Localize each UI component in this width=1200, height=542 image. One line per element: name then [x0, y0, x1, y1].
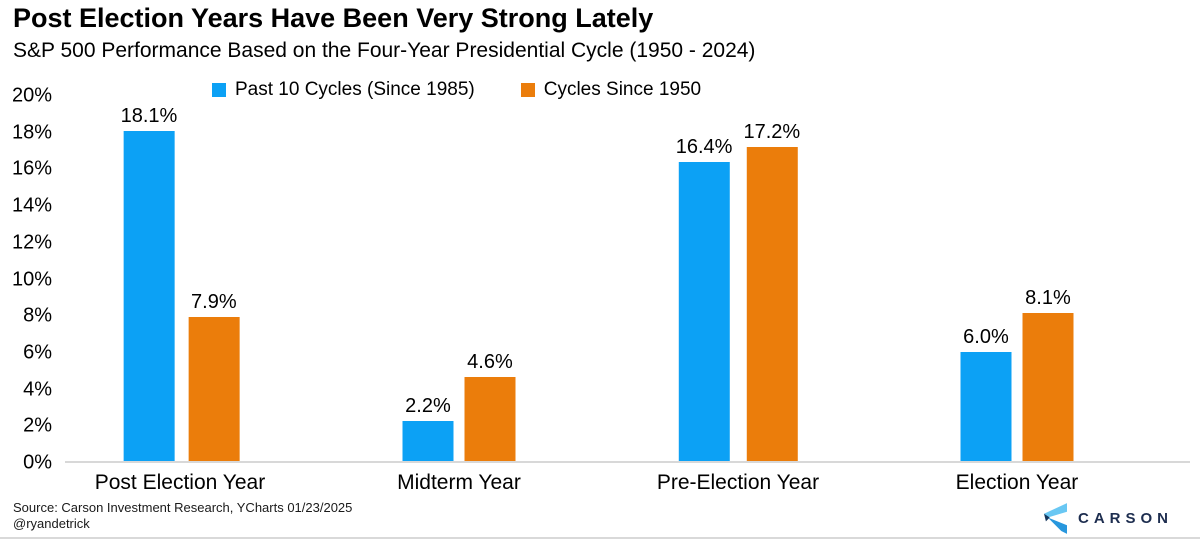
y-axis-tick: 2%: [23, 414, 52, 437]
bar-group-3: 16.4% 17.2%: [676, 96, 800, 461]
y-axis-tick: 14%: [11, 194, 52, 217]
chart-legend: Past 10 Cycles (Since 1985) Cycles Since…: [212, 79, 701, 101]
bar-group-1: 18.1% 7.9%: [121, 96, 240, 461]
bar-wrap: 7.9%: [188, 96, 240, 461]
chart-title: Post Election Years Have Been Very Stron…: [13, 3, 654, 33]
bottom-divider: [0, 537, 1200, 539]
bar-wrap: 4.6%: [464, 96, 516, 461]
y-axis-tick: 6%: [23, 341, 52, 364]
x-axis-label: Midterm Year: [397, 471, 521, 494]
bar: [678, 161, 730, 461]
bar-value-label: 7.9%: [191, 290, 237, 313]
bar-wrap: 6.0%: [960, 96, 1012, 461]
y-axis-tick: 16%: [11, 157, 52, 180]
bar: [402, 420, 454, 461]
bar-value-label: 17.2%: [743, 121, 801, 144]
bar-value-label: 18.1%: [120, 104, 178, 127]
bar: [188, 316, 240, 461]
bar-value-label: 6.0%: [963, 325, 1009, 348]
x-axis-labels: Post Election Year Midterm Year Pre-Electi…: [65, 471, 1190, 497]
y-axis-tick: 4%: [23, 378, 52, 401]
bar-wrap: 18.1%: [120, 96, 178, 461]
bar-value-label: 4.6%: [467, 351, 513, 374]
y-axis-tick: 0%: [23, 451, 52, 474]
legend-swatch-orange-icon: [520, 83, 535, 97]
y-axis-tick: 12%: [11, 231, 52, 254]
bar: [464, 377, 516, 461]
bar-wrap: 17.2%: [743, 96, 800, 461]
bar-wrap: 8.1%: [1022, 96, 1074, 461]
legend-label: Past 10 Cycles (Since 1985): [235, 79, 475, 100]
legend-item-cycles-since-1950: Cycles Since 1950: [520, 79, 702, 101]
bar: [1022, 313, 1074, 461]
legend-item-past-10-cycles: Past 10 Cycles (Since 1985): [212, 79, 475, 101]
bar-value-label: 16.4%: [675, 135, 733, 158]
plot-area: 18.1% 7.9% 2.2% 4.6% 16.4% 17.2% 6.0% 8.1%: [65, 96, 1190, 463]
source-note: Source: Carson Investment Research, YCha…: [13, 500, 352, 532]
x-axis-label: Pre-Election Year: [656, 471, 820, 494]
bar-group-2: 2.2% 4.6%: [402, 96, 516, 461]
bar: [960, 351, 1012, 461]
carson-logo-wordmark: CARSON: [1078, 510, 1174, 527]
y-axis-tick: 20%: [11, 84, 52, 107]
bar-group-4: 6.0% 8.1%: [960, 96, 1074, 461]
carson-logo: CARSON: [1044, 503, 1173, 534]
source-line: Source: Carson Investment Research, YCha…: [13, 500, 353, 515]
bar: [746, 147, 798, 461]
author-handle: @ryandetrick: [13, 516, 90, 531]
bar-value-label: 8.1%: [1025, 287, 1071, 310]
bar-wrap: 2.2%: [402, 96, 454, 461]
bar-wrap: 16.4%: [675, 96, 733, 461]
legend-label: Cycles Since 1950: [543, 79, 702, 100]
legend-swatch-blue-icon: [212, 83, 226, 97]
y-axis-tick: 10%: [11, 268, 52, 290]
y-axis-tick: 8%: [23, 304, 52, 327]
bar-value-label: 2.2%: [405, 394, 451, 417]
x-axis-label: Election Year: [955, 471, 1079, 494]
y-axis-tick: 18%: [11, 121, 52, 144]
chart-subtitle: S&P 500 Performance Based on the Four-Ye…: [13, 39, 756, 62]
bar: [123, 130, 175, 461]
y-axis: 0% 2% 4% 6% 8% 10% 12% 14% 16% 18% 20%: [0, 85, 56, 474]
carson-logo-icon: [1044, 503, 1067, 534]
x-axis-label: Post Election Year: [94, 471, 266, 494]
